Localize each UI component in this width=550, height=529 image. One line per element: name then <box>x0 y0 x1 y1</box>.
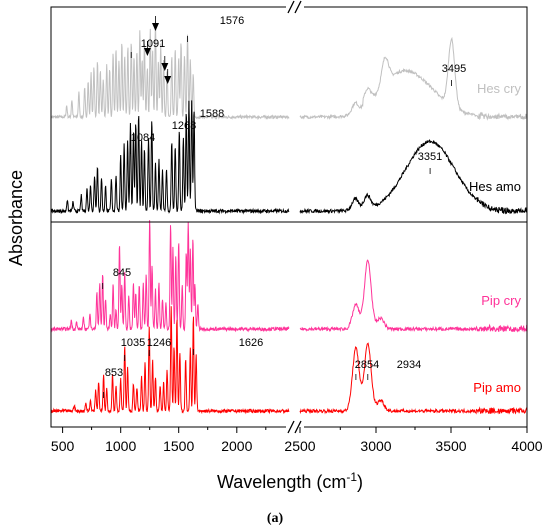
series-line-hes-cry-seg0 <box>50 20 290 121</box>
peak-label-1588: 1588 <box>200 108 224 120</box>
peak-label-3495: 3495 <box>442 63 466 75</box>
axis-break-top <box>286 0 304 14</box>
x-axis-title: Wavelength (cm-1) <box>217 470 363 492</box>
peak-label-853: 853 <box>105 367 123 379</box>
x-tick-label-2000: 2000 <box>221 438 252 454</box>
peak-label-1268: 1268 <box>172 120 196 132</box>
arrow-head-0 <box>143 48 151 56</box>
x-tick-label-500: 500 <box>51 438 75 454</box>
peak-annotations: 1091 1576 3495 1084 1268 1588 3351 845 853 1035 12… <box>102 15 466 398</box>
x-tick-label-1500: 1500 <box>163 438 194 454</box>
series-label-hes-amo: Hes amo <box>469 179 521 194</box>
x-tick-label-1000: 1000 <box>105 438 136 454</box>
x-axis-title-main: Wavelength (cm <box>217 472 346 492</box>
series-line-hes-amo-seg1 <box>299 139 528 215</box>
peak-label-1576: 1576 <box>220 15 244 27</box>
x-tick-label-3000: 3000 <box>360 438 391 454</box>
peak-label-1246: 1246 <box>147 337 171 349</box>
peak-label-2934: 2934 <box>397 359 421 371</box>
peak-label-1035: 1035 <box>121 337 145 349</box>
x-tick-label-4000: 4000 <box>511 438 542 454</box>
series-line-hes-cry-seg1 <box>299 36 528 121</box>
peak-label-2854: 2854 <box>355 359 379 371</box>
peak-label-3351: 3351 <box>418 151 442 163</box>
arrow-head-2 <box>161 63 169 71</box>
series-line-pip-cry-seg0 <box>50 220 290 333</box>
peak-label-1626: 1626 <box>239 337 263 349</box>
spectra-traces: Hes cry Hes amo Pip cry Pip amo <box>50 20 528 415</box>
x-tick-label-3500: 3500 <box>435 438 466 454</box>
axis-break-bottom <box>286 420 304 434</box>
arrow-head-3 <box>164 76 172 84</box>
peak-label-1091: 1091 <box>141 38 165 50</box>
series-line-pip-cry-seg1 <box>299 259 528 333</box>
series-label-pip-cry: Pip cry <box>481 293 521 308</box>
x-tick-label-2500: 2500 <box>284 438 315 454</box>
x-axis-ticks: 500 1000 1500 2000 2500 3000 3500 4000 <box>51 427 543 454</box>
series-label-hes-cry: Hes cry <box>477 81 522 96</box>
panel-label: (a) <box>267 511 284 526</box>
series-line-pip-amo-seg0 <box>50 306 290 415</box>
peak-label-845: 845 <box>113 267 131 279</box>
x-axis-title-sup: -1 <box>346 470 357 484</box>
series-line-hes-amo-seg0 <box>50 100 290 215</box>
series-line-pip-amo-seg1 <box>299 342 528 415</box>
series-label-pip-amo: Pip amo <box>473 380 521 395</box>
x-axis-title-close: ) <box>357 472 363 492</box>
peak-label-1084: 1084 <box>131 132 155 144</box>
arrow-head-1 <box>152 23 159 31</box>
y-axis-title: Absorbance <box>6 170 26 266</box>
